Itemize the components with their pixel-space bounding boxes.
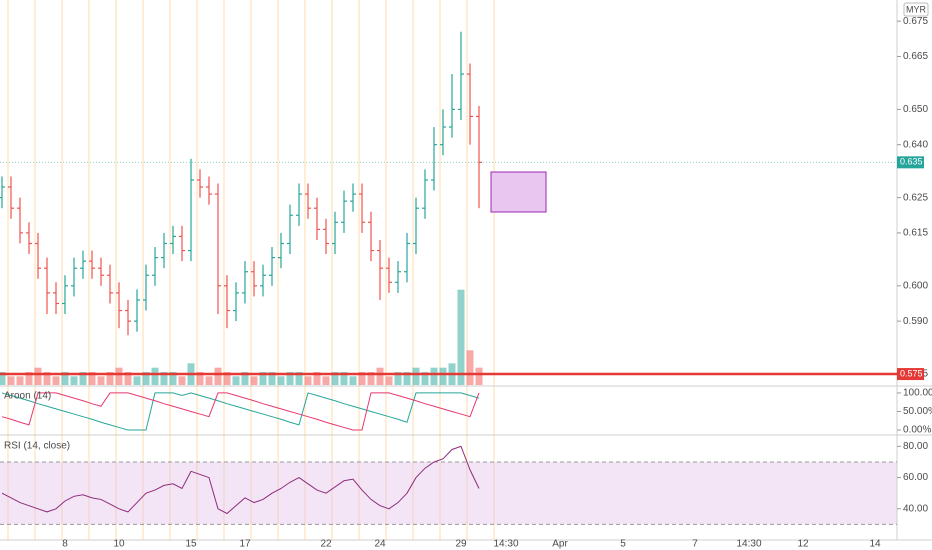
volume-bar	[205, 376, 213, 385]
x-tick-label: 7	[692, 539, 698, 550]
y-tick-label: 0.590	[903, 316, 928, 327]
volume-bar	[16, 376, 24, 385]
x-tick-label: 10	[113, 539, 125, 550]
volume-bar	[241, 372, 249, 385]
y-tick-label: 0.625	[903, 192, 928, 203]
volume-bar	[79, 372, 87, 385]
volume-bar	[34, 367, 42, 385]
x-tick-label: 14	[869, 539, 881, 550]
indicator-line	[1, 445, 480, 515]
volume-bar	[349, 376, 357, 385]
volume-bar	[97, 376, 105, 385]
y-tick-label: 40.00	[903, 503, 928, 514]
volume-bar	[160, 372, 168, 385]
volume-bar	[457, 289, 465, 385]
volume-bar	[358, 372, 366, 385]
volume-bar	[61, 372, 69, 385]
volume-bar	[475, 367, 483, 385]
last-price-box	[897, 156, 924, 169]
volume-bar	[430, 367, 438, 385]
volume-bar	[439, 367, 447, 385]
session-lines	[7, 0, 495, 540]
volume-bar	[214, 367, 222, 385]
volume-bar	[331, 372, 339, 385]
volume-bar	[322, 376, 330, 385]
volume-bar	[412, 367, 420, 385]
y-tick-label: 0.650	[903, 104, 928, 115]
y-tick-label: 60.00	[903, 472, 928, 483]
last-price-label: 0.635	[900, 157, 923, 167]
volume-bar	[259, 372, 267, 385]
volume-bar	[106, 372, 114, 385]
pane-title: RSI (14, close)	[4, 441, 70, 452]
volume-bar	[340, 372, 348, 385]
x-tick-label: Apr	[552, 539, 568, 550]
volume-bar	[88, 372, 96, 385]
volume-bar	[403, 372, 411, 385]
volume-bar	[142, 372, 150, 385]
rsi-band	[0, 461, 897, 525]
currency-label: MYR	[906, 4, 927, 14]
y-tick-label: 0.675	[903, 16, 928, 27]
volume-bar	[367, 372, 375, 385]
volume-bar	[7, 376, 15, 385]
drawn-rectangle[interactable]	[490, 171, 547, 213]
horizontal-level-box	[897, 368, 924, 381]
y-tick-label: 80.00	[903, 441, 928, 452]
volume-bar	[196, 372, 204, 385]
volume-bar	[70, 376, 78, 385]
x-tick-label: 5	[620, 539, 626, 550]
indicator-line	[1, 392, 480, 431]
volume-bar	[466, 350, 474, 385]
y-tick-label: 0.665	[903, 51, 928, 62]
x-tick-label: 29	[455, 539, 467, 550]
x-tick-label: 17	[239, 539, 251, 550]
x-tick-label: 8	[62, 539, 68, 550]
volume-bar	[250, 376, 258, 385]
volume-bar	[394, 372, 402, 385]
y-tick-label: 50.00%	[903, 406, 932, 417]
volume-bar	[232, 376, 240, 385]
volume-bar	[313, 372, 321, 385]
volume-bar	[223, 372, 231, 385]
volume-bar	[25, 372, 33, 385]
currency-box[interactable]	[903, 2, 929, 17]
volume-bar	[385, 376, 393, 385]
volume-bar	[268, 372, 276, 385]
volume-bar	[304, 376, 312, 385]
horizontal-level-label: 0.575	[900, 368, 923, 378]
indicator-line	[1, 392, 480, 431]
volume-bar	[133, 376, 141, 385]
y-tick-label: 100.00%	[903, 388, 932, 399]
y-tick-label: 0.640	[903, 139, 928, 150]
volume-bar	[277, 376, 285, 385]
volume-bar	[295, 372, 303, 385]
volume-bar	[286, 372, 294, 385]
volume-bar	[124, 372, 132, 385]
volume-bar	[151, 367, 159, 385]
volume-bar	[52, 376, 60, 385]
x-tick-label: 15	[185, 539, 197, 550]
volume-bar	[376, 367, 384, 385]
y-tick-label: 0.00%	[903, 425, 931, 436]
pane-title: Aroon (14)	[4, 391, 51, 402]
volume-bar	[421, 372, 429, 385]
volume-bar	[169, 372, 177, 385]
x-tick-label: 14:30	[493, 539, 518, 550]
y-tick-label: 0.600	[903, 280, 928, 291]
volume-bar	[43, 372, 51, 385]
volume-bar	[178, 376, 186, 385]
volume-bar	[0, 372, 6, 385]
x-tick-label: 12	[797, 539, 809, 550]
x-tick-label: 14:30	[736, 539, 761, 550]
x-tick-label: 22	[320, 539, 332, 550]
x-tick-label: 24	[374, 539, 386, 550]
y-tick-label: 0.615	[903, 228, 928, 239]
volume-bar	[115, 367, 123, 385]
